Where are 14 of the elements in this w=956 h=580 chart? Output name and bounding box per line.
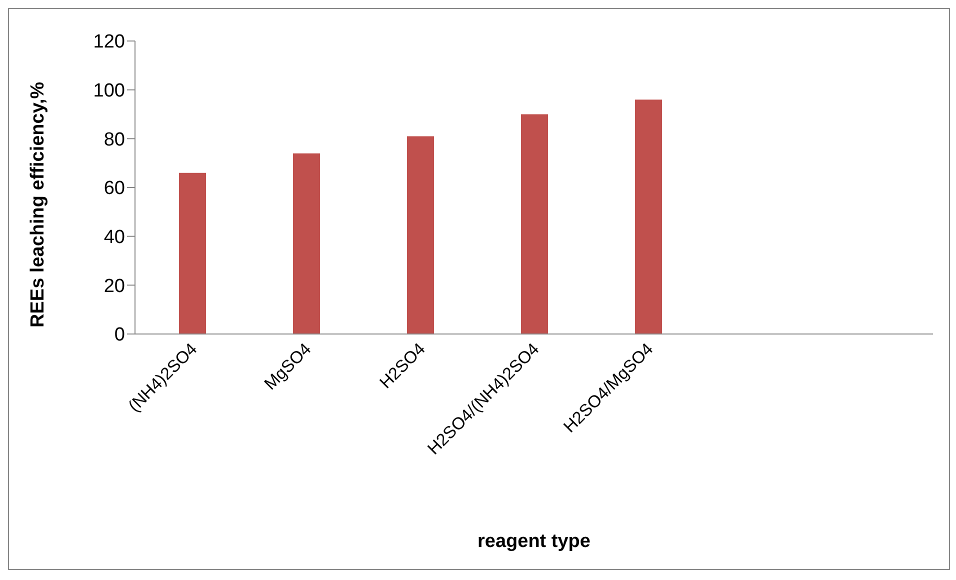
x-axis-title: reagent type: [478, 531, 590, 552]
y-axis-title: REEs leaching efficiency,%: [28, 82, 49, 328]
bar: [179, 172, 206, 334]
y-tick-label: 120: [93, 32, 125, 53]
y-tick-label: 60: [104, 178, 125, 200]
y-tick-label: 20: [104, 276, 125, 297]
bar: [521, 114, 548, 334]
y-tick-label: 80: [104, 129, 125, 150]
bar: [407, 136, 434, 334]
y-tick-label: 40: [104, 227, 125, 248]
y-tick-label: 100: [93, 80, 125, 102]
bar: [635, 100, 662, 334]
bar: [293, 153, 320, 334]
y-tick-label: 0: [114, 324, 125, 346]
